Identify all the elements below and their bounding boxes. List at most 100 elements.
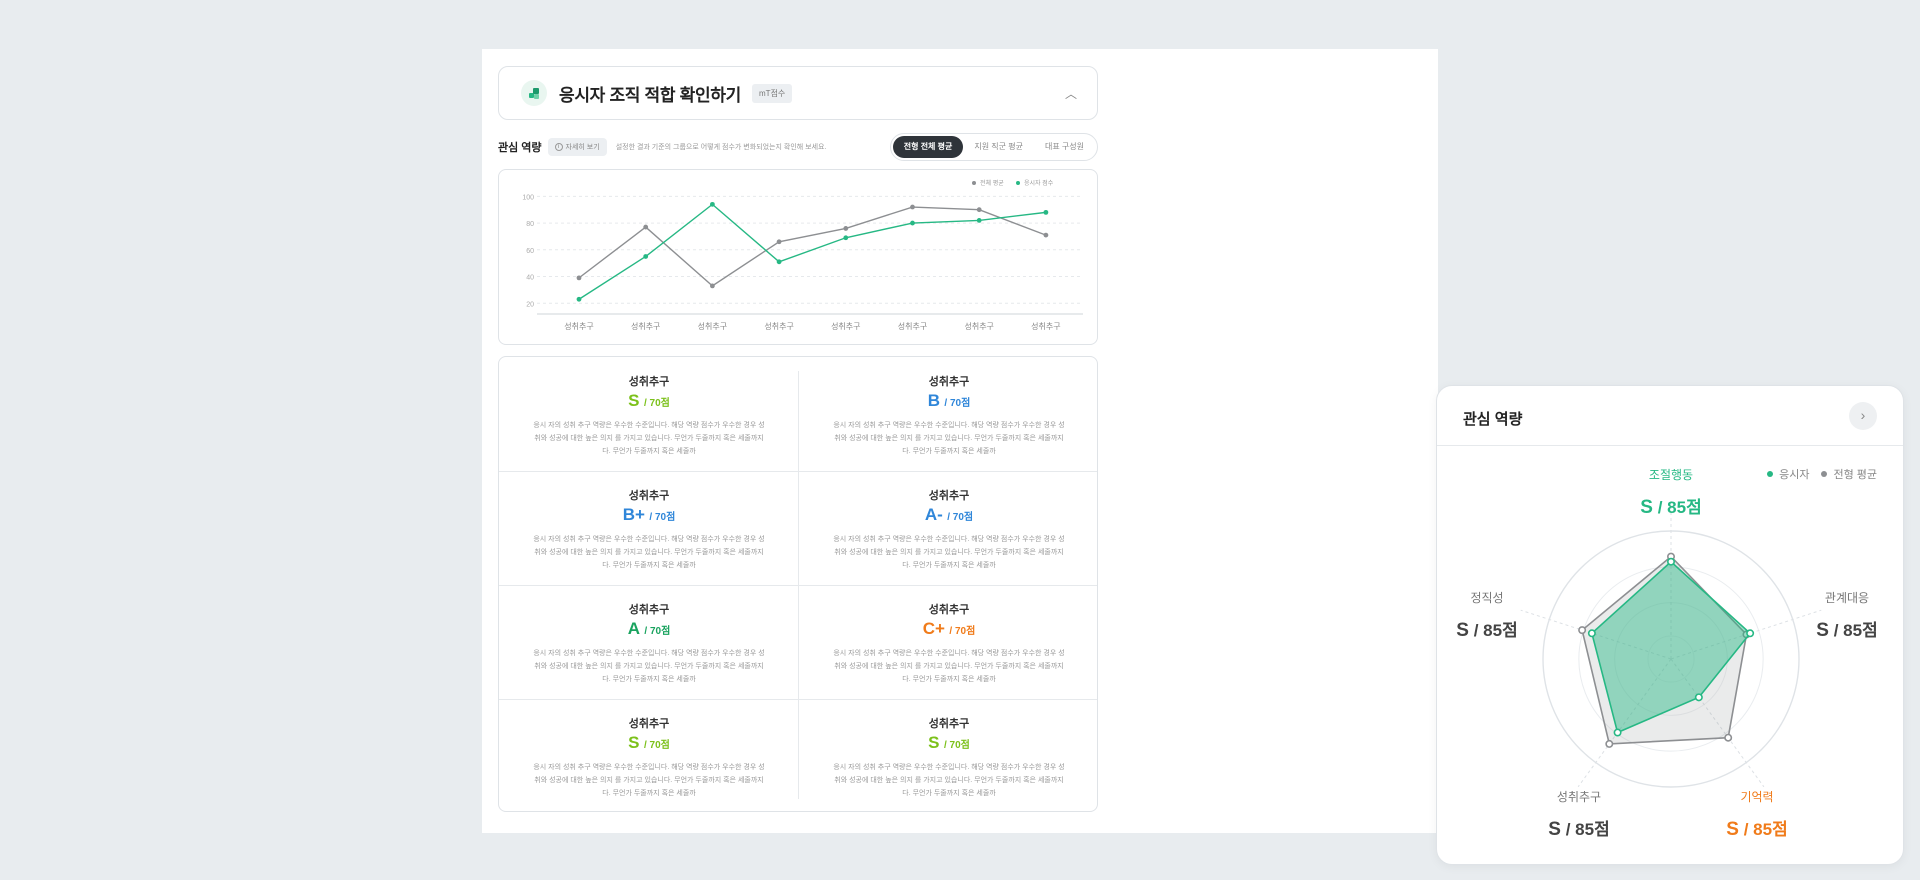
description-line: 취와 성공에 대한 높은 의지 를 가지고 있습니다. 무언가 두줄까지 혹은 …: [534, 663, 764, 670]
grade-letter: S: [628, 391, 640, 410]
card-title: 성취추구: [628, 718, 670, 730]
data-point: [1043, 209, 1049, 215]
card-description: 응시 자의 성취 추구 역량은 우수한 수준입니다. 해당 역량 점수가 우수한…: [513, 533, 785, 572]
description-line: 취와 성공에 대한 높은 의지 를 가지고 있습니다. 무언가 두줄까지 혹은 …: [534, 549, 764, 556]
competency-card[interactable]: 성취추구 A / 70점 응시 자의 성취 추구 역량은 우수한 수준입니다. 해당…: [499, 585, 799, 699]
radar-legend: 응시자 전형 평균: [1767, 466, 1877, 482]
grade-score: / 70점: [643, 398, 670, 409]
data-point: [710, 283, 715, 289]
card-title: 성취추구: [628, 490, 670, 502]
segment-job-average[interactable]: 지원 직군 평균: [974, 142, 1023, 151]
description-line: 취와 성공에 대한 높은 의지 를 가지고 있습니다. 무언가 두줄까지 혹은 …: [534, 435, 764, 442]
description-line: 취와 성공에 대한 높은 의지 를 가지고 있습니다. 무언가 두줄까지 혹은 …: [834, 435, 1064, 442]
x-tick-label: 성취추구: [764, 322, 793, 331]
chevron-up-icon[interactable]: ︿: [1064, 86, 1077, 101]
applicant-series-line: [578, 203, 1046, 300]
grade-score: / 70점: [943, 740, 970, 751]
axis-name: 기억력: [1740, 790, 1774, 804]
page-canvas: 응시자 조직 적합 확인하기 mT점수 ︿ 관심 역량 i 자세히 보기 설정한…: [482, 49, 1904, 865]
description-line: 취와 성공에 대한 높은 의지 를 가지고 있습니다. 무언가 두줄까지 혹은 …: [834, 549, 1064, 556]
grade-score: / 70점: [649, 512, 676, 523]
radar-point: [1694, 693, 1703, 702]
y-tick-label: 60: [526, 248, 534, 255]
radar-chart: [1520, 501, 1822, 788]
radar-ring: [1647, 635, 1695, 683]
data-point: [843, 235, 849, 241]
card-description: 응시 자의 성취 추구 역량은 우수한 수준입니다. 해당 역량 점수가 우수한…: [513, 647, 785, 686]
axis-name: 관계대응: [1824, 591, 1870, 605]
card-description: 응시 자의 성취 추구 역량은 우수한 수준입니다. 해당 역량 점수가 우수한…: [813, 533, 1085, 572]
description-line: 다. 무언가 두줄까지 혹은 세줄까: [602, 562, 696, 569]
segment-overall-average[interactable]: 전형 전체 평균: [892, 136, 964, 158]
card-title: 성취추구: [928, 718, 970, 730]
line-chart: 전체 평균 응시자 점수 100 80 60 40 20 성취추구 성취추구 성취추구 성취추구 성취…: [522, 179, 1083, 331]
y-tick-label: 40: [526, 275, 534, 282]
card-grade: A- / 70점: [799, 505, 1097, 525]
x-tick-label: 성취추구: [698, 322, 727, 331]
segment-representative[interactable]: 대표 구성원: [1044, 142, 1084, 151]
grade-score: / 70점: [944, 398, 971, 409]
data-point: [576, 275, 582, 281]
card-description: 응시 자의 성취 추구 역량은 우수한 수준입니다. 해당 역량 점수가 우수한…: [513, 761, 785, 800]
x-tick-label: 성취추구: [1031, 322, 1060, 331]
data-point: [1043, 232, 1049, 238]
detail-button[interactable]: i 자세히 보기: [547, 138, 607, 156]
card-title: 성취추구: [928, 604, 970, 616]
data-point: [976, 207, 982, 213]
competency-card[interactable]: 성취추구 B+ / 70점 응시 자의 성취 추구 역량은 우수한 수준입니다. 해…: [499, 471, 799, 585]
card-grade: S / 70점: [499, 391, 799, 411]
detail-button-label: 자세히 보기: [565, 144, 600, 151]
card-description: 응시 자의 성취 추구 역량은 우수한 수준입니다. 해당 역량 점수가 우수한…: [813, 761, 1085, 800]
legend-dot: [972, 181, 976, 185]
competency-grid: 성취추구 S / 70점 응시 자의 성취 추구 역량은 우수한 수준입니다. 해당…: [498, 356, 1098, 812]
data-point: [976, 217, 982, 223]
score-type-badge: mT점수: [752, 83, 793, 103]
radar-spoke: [1670, 658, 1765, 788]
description-line: 다. 무언가 두줄까지 혹은 세줄까: [602, 676, 696, 683]
average-polygon: [1581, 555, 1748, 745]
radar-point: [1746, 629, 1755, 638]
axis-score: S / 85점: [1548, 819, 1610, 840]
description-line: 다. 무언가 두줄까지 혹은 세줄까: [602, 448, 696, 455]
row-divider: [499, 471, 1097, 472]
radar-spoke: [1577, 658, 1672, 788]
card-grade: S / 70점: [499, 733, 799, 753]
data-point: [643, 254, 649, 259]
legend-label: 전체 평균: [980, 179, 1004, 187]
grade-letter: A-: [924, 505, 943, 524]
section-header[interactable]: 응시자 조직 적합 확인하기 mT점수 ︿: [498, 66, 1098, 120]
data-point: [776, 259, 782, 265]
axis-score: S / 85점: [1456, 620, 1518, 641]
card-description: 응시 자의 성취 추구 역량은 우수한 수준입니다. 해당 역량 점수가 우수한…: [513, 419, 785, 458]
card-grade: S / 70점: [799, 733, 1097, 753]
card-title: 성취추구: [928, 376, 970, 388]
line-chart-legend: 전체 평균 응시자 점수: [972, 179, 1054, 187]
axis-score: S / 85점: [1816, 620, 1878, 641]
card-title: 성취추구: [928, 490, 970, 502]
radar-spoke: [1520, 609, 1672, 660]
grade-letter: S: [628, 733, 640, 752]
competency-card[interactable]: 성취추구 C+ / 70점 응시 자의 성취 추구 역량은 우수한 수준입니다. 해…: [799, 585, 1097, 699]
description-line: 응시 자의 성취 추구 역량은 우수한 수준입니다. 해당 역량 점수가 우수한…: [533, 422, 765, 429]
axis-name: 성취추구: [1556, 790, 1602, 804]
card-title: 성취추구: [628, 376, 670, 388]
line-chart-card: 전체 평균 응시자 점수 100 80 60 40 20 성취추구 성취추구 성취추구 성취추구 성취…: [498, 169, 1098, 345]
radar-axis-label: 정직성 S / 85점: [1437, 589, 1537, 642]
chevron-right-icon[interactable]: ›: [1849, 402, 1877, 430]
description-line: 응시 자의 성취 추구 역량은 우수한 수준입니다. 해당 역량 점수가 우수한…: [833, 422, 1065, 429]
radar-point: [1587, 629, 1596, 638]
radar-axis-label: 관계대응 S / 85점: [1797, 589, 1897, 642]
axis-name: 정직성: [1470, 591, 1504, 605]
toolbar-label: 관심 역량: [498, 142, 542, 154]
legend-item-average: 전형 평균: [1821, 466, 1877, 482]
description-line: 취와 성공에 대한 높은 의지 를 가지고 있습니다. 무언가 두줄까지 혹은 …: [834, 777, 1064, 784]
data-point: [710, 201, 715, 207]
grade-letter: B: [927, 391, 940, 410]
card-title: 성취추구: [628, 604, 670, 616]
description-line: 취와 성공에 대한 높은 의지 를 가지고 있습니다. 무언가 두줄까지 혹은 …: [534, 777, 764, 784]
